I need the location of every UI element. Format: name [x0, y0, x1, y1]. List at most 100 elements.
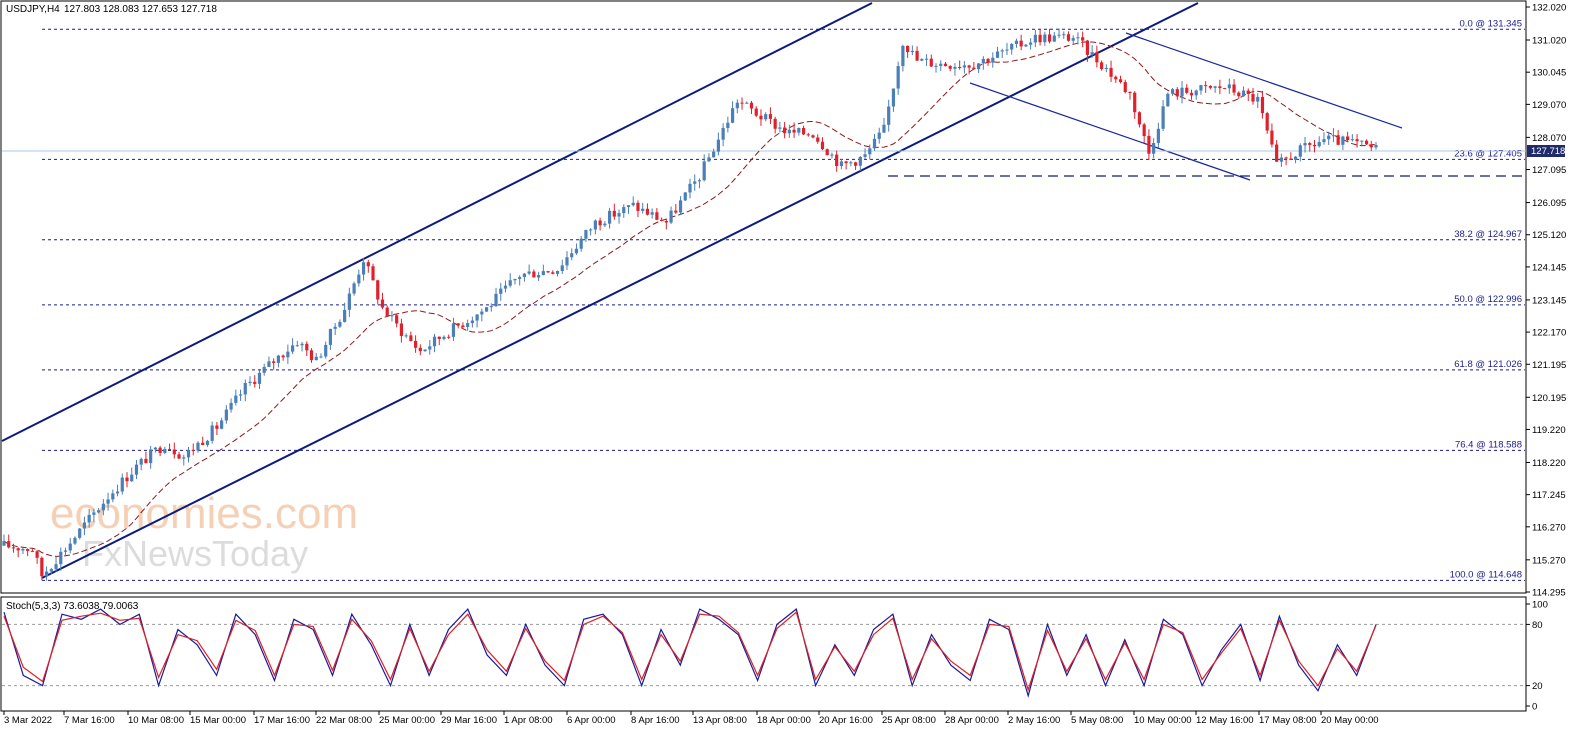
candle-body [1161, 106, 1165, 129]
candle-body [730, 108, 735, 123]
price-axis-label: 132.020 [1532, 3, 1566, 14]
price-axis-label: 118.220 [1532, 458, 1566, 469]
candle-body [21, 549, 25, 551]
candle-body [305, 343, 309, 351]
price-axis-label: 125.120 [1532, 230, 1566, 241]
time-axis-label: 28 Apr 00:00 [945, 715, 999, 726]
candle-body [1199, 85, 1203, 91]
candle-body [1341, 136, 1345, 145]
candle-body [1175, 89, 1179, 97]
candle-body [565, 257, 569, 266]
candle-body [773, 118, 777, 129]
candle-body [1275, 144, 1279, 162]
candle-body [943, 63, 948, 67]
candle-body [882, 124, 886, 133]
ohlc-label: 127.803 128.083 127.653 127.718 [64, 4, 217, 15]
candle-body [612, 210, 616, 217]
candle-body [1133, 92, 1137, 113]
candle-body [1208, 85, 1213, 88]
candle-body [735, 102, 739, 109]
candle-body [442, 336, 446, 339]
candle-body [1279, 157, 1283, 162]
candle-body [745, 102, 749, 104]
candle-body [1062, 34, 1066, 36]
candle-body [1237, 92, 1241, 97]
price-axis-label: 120.195 [1532, 393, 1566, 404]
candle-body [669, 210, 673, 223]
fib-level-label: 76.4 @ 118.588 [1455, 439, 1522, 450]
main-panel-frame [0, 0, 1527, 594]
price-axis-label: 123.145 [1532, 295, 1566, 306]
candle-body [92, 512, 96, 515]
price-axis-label: 116.270 [1532, 522, 1566, 533]
price-axis-label: 126.095 [1532, 198, 1566, 209]
candle-body [167, 448, 172, 450]
candle-body [286, 351, 290, 358]
candle-body [712, 151, 716, 158]
candle-body [839, 161, 843, 167]
candle-body [196, 442, 200, 451]
stochastic-panel-frame [0, 596, 1527, 712]
candle-body [78, 528, 82, 538]
candle-body [641, 208, 645, 211]
candle-body [678, 200, 683, 213]
candle-body [953, 66, 957, 69]
candle-body [1005, 49, 1009, 51]
time-axis-label: 29 Mar 16:00 [441, 715, 497, 726]
candle-body [1104, 67, 1108, 70]
candle-body [915, 50, 919, 61]
candle-body [1047, 34, 1052, 42]
candle-body [607, 210, 612, 224]
candle-body [328, 328, 333, 345]
candle-body [920, 59, 924, 61]
candle-body [215, 425, 219, 429]
price-axis-label: 127.095 [1532, 165, 1566, 176]
time-axis-label: 7 Mar 16:00 [64, 715, 115, 726]
candle-body [163, 448, 167, 453]
candle-body [626, 205, 631, 208]
candle-body [238, 394, 243, 396]
fib-level-label: 38.2 @ 124.967 [1454, 229, 1522, 240]
candle-body [1327, 135, 1331, 140]
candle-body [683, 192, 687, 201]
time-axis-label: 13 Apr 08:00 [693, 715, 747, 726]
candle-body [816, 137, 820, 142]
candle-body [844, 161, 848, 164]
candle-body [541, 271, 545, 276]
candle-body [546, 271, 550, 273]
descending-channel-lower-line [969, 82, 1251, 181]
candle-body [172, 449, 176, 455]
candle-body [636, 202, 640, 211]
candle-body [404, 335, 408, 337]
candle-body [144, 458, 148, 464]
moving-average [3, 41, 1377, 557]
candle-body [234, 395, 238, 403]
candle-body [30, 550, 34, 552]
time-axis-label: 25 Apr 08:00 [882, 715, 936, 726]
candle-body [617, 213, 621, 217]
candle-body [432, 336, 437, 347]
candle-body [868, 148, 872, 155]
candle-body [664, 221, 668, 223]
price-axis-label: 115.270 [1532, 555, 1566, 566]
candle-body [343, 309, 347, 322]
candle-body [995, 51, 1000, 58]
candle-body [59, 551, 63, 565]
candle-body [551, 272, 555, 274]
candle-body [598, 220, 602, 226]
candle-body [262, 366, 266, 373]
candle-body [967, 65, 971, 68]
candle-body [1364, 140, 1369, 145]
candle-body [130, 474, 134, 482]
candle-body [764, 114, 768, 120]
candle-body [49, 569, 53, 572]
candle-body [759, 115, 763, 120]
candle-body [177, 454, 181, 459]
candle-body [456, 323, 460, 326]
candle-body [139, 458, 143, 465]
candle-body [1156, 128, 1160, 144]
candle-body [1331, 135, 1336, 137]
candle-body [26, 549, 30, 551]
candle-body [2, 541, 6, 546]
